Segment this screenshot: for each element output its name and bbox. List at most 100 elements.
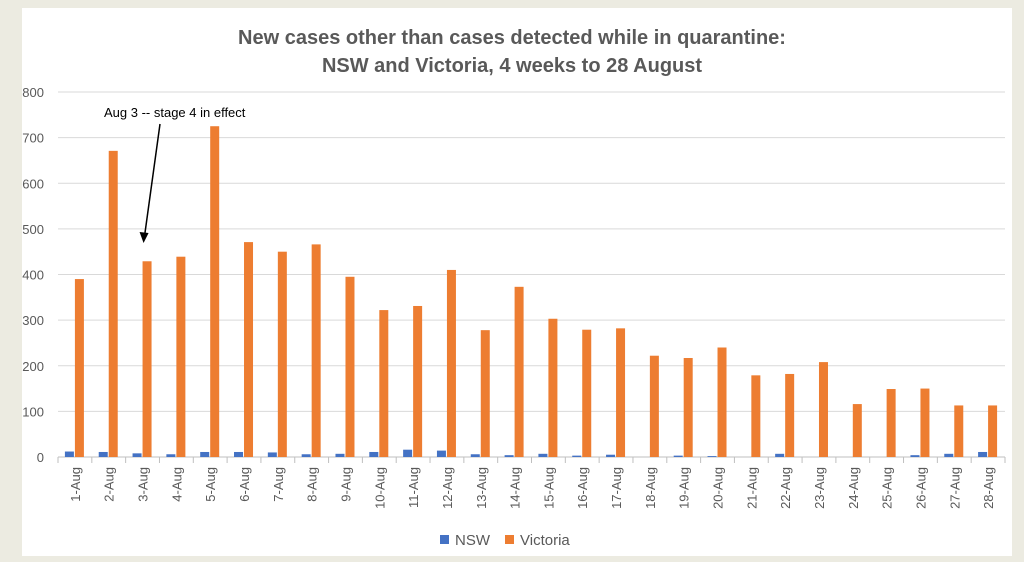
x-tick-label: 23-Aug xyxy=(812,467,827,509)
bar-nsw xyxy=(132,453,142,457)
annotation-arrowhead-icon xyxy=(139,232,149,243)
x-tick-label: 11-Aug xyxy=(406,467,421,508)
x-tick-label: 18-Aug xyxy=(643,467,658,509)
bar-victoria xyxy=(345,276,355,457)
x-tick-label: 6-Aug xyxy=(237,467,252,502)
chart-title-line-1: New cases other than cases detected whil… xyxy=(238,27,786,49)
bar-victoria xyxy=(176,256,186,457)
x-tick-label: 13-Aug xyxy=(474,467,489,509)
x-tick-label: 16-Aug xyxy=(575,467,590,509)
bar-victoria xyxy=(717,347,727,457)
x-tick-label: 9-Aug xyxy=(338,467,353,502)
bar-victoria xyxy=(311,244,321,457)
bar-victoria xyxy=(852,404,862,457)
bar-victoria xyxy=(649,355,659,457)
x-tick-label: 2-Aug xyxy=(102,467,117,502)
bar-victoria xyxy=(886,389,896,457)
y-tick-label: 100 xyxy=(22,404,44,419)
bar-nsw xyxy=(98,451,108,457)
bar-nsw xyxy=(369,451,379,457)
bar-nsw xyxy=(335,453,345,457)
legend-label-victoria: Victoria xyxy=(520,532,570,549)
bar-victoria xyxy=(954,405,964,457)
x-tick-label: 22-Aug xyxy=(778,467,793,509)
bar-victoria xyxy=(210,126,220,457)
bar-nsw xyxy=(301,454,311,457)
annotation-arrow xyxy=(143,123,161,237)
bar-nsw xyxy=(707,456,717,457)
x-tick-label: 21-Aug xyxy=(744,467,759,509)
bar-nsw xyxy=(910,455,920,457)
bar-nsw xyxy=(978,451,988,457)
y-tick-label: 200 xyxy=(22,359,44,374)
bar-victoria xyxy=(74,279,84,457)
x-tick-label: 15-Aug xyxy=(541,467,556,509)
bar-victoria xyxy=(818,362,828,457)
bar-victoria xyxy=(277,251,287,457)
x-tick-label: 8-Aug xyxy=(305,467,320,502)
y-tick-label: 400 xyxy=(22,268,44,283)
bar-victoria xyxy=(244,242,254,457)
x-tick-label: 26-Aug xyxy=(913,467,928,509)
x-tick-label: 19-Aug xyxy=(677,467,692,509)
chart-title: New cases other than cases detected whil… xyxy=(0,24,1024,80)
x-tick-label: 1-Aug xyxy=(68,467,83,502)
bar-victoria xyxy=(446,269,456,457)
bar-nsw xyxy=(504,455,514,457)
y-tick-label: 0 xyxy=(37,450,44,465)
y-tick-label: 800 xyxy=(22,85,44,100)
x-tick-label: 5-Aug xyxy=(203,467,218,502)
bar-nsw xyxy=(572,455,582,457)
bar-nsw xyxy=(673,455,683,457)
bar-victoria xyxy=(413,305,423,457)
bar-victoria xyxy=(108,150,118,457)
bar-victoria xyxy=(751,375,761,457)
y-tick-label: 300 xyxy=(22,313,44,328)
bar-nsw xyxy=(166,454,176,457)
legend-label-nsw: NSW xyxy=(455,532,491,549)
bar-victoria xyxy=(785,373,795,457)
x-tick-label: 17-Aug xyxy=(609,467,624,509)
bar-victoria xyxy=(616,328,626,457)
bar-victoria xyxy=(988,405,998,457)
x-tick-label: 27-Aug xyxy=(947,467,962,509)
x-tick-label: 3-Aug xyxy=(136,467,151,502)
x-tick-label: 25-Aug xyxy=(880,467,895,509)
bar-nsw xyxy=(944,453,954,457)
bar-victoria xyxy=(480,330,490,457)
x-tick-label: 24-Aug xyxy=(846,467,861,509)
y-tick-label: 700 xyxy=(22,131,44,146)
x-tick-label: 28-Aug xyxy=(981,467,996,509)
bar-nsw xyxy=(775,453,785,457)
bar-victoria xyxy=(920,388,930,457)
bar-victoria xyxy=(683,357,693,457)
bar-nsw xyxy=(234,451,244,457)
bar-nsw xyxy=(538,453,548,457)
bar-nsw xyxy=(606,454,616,457)
x-tick-label: 7-Aug xyxy=(271,467,286,502)
x-tick-label: 12-Aug xyxy=(440,467,455,509)
bar-victoria xyxy=(379,310,389,457)
x-tick-label: 4-Aug xyxy=(169,467,184,502)
bar-nsw xyxy=(64,451,74,457)
bar-nsw xyxy=(200,451,210,457)
bar-nsw xyxy=(436,450,446,457)
x-tick-label: 20-Aug xyxy=(711,467,726,509)
bar-victoria xyxy=(548,318,558,457)
bar-victoria xyxy=(514,286,524,457)
chart-title-line-2: NSW and Victoria, 4 weeks to 28 August xyxy=(321,55,703,77)
bar-nsw xyxy=(403,449,413,457)
bar-nsw xyxy=(470,454,480,457)
legend-swatch-nsw xyxy=(440,535,449,544)
bar-nsw xyxy=(267,452,277,457)
chart-panel xyxy=(22,8,1012,556)
y-tick-label: 500 xyxy=(22,222,44,237)
x-tick-label: 14-Aug xyxy=(508,467,523,509)
annotation-text: Aug 3 -- stage 4 in effect xyxy=(104,105,246,120)
bar-victoria xyxy=(142,261,152,457)
bar-victoria xyxy=(582,329,592,457)
x-tick-label: 10-Aug xyxy=(372,467,387,509)
legend-swatch-victoria xyxy=(505,535,514,544)
y-tick-label: 600 xyxy=(22,176,44,191)
